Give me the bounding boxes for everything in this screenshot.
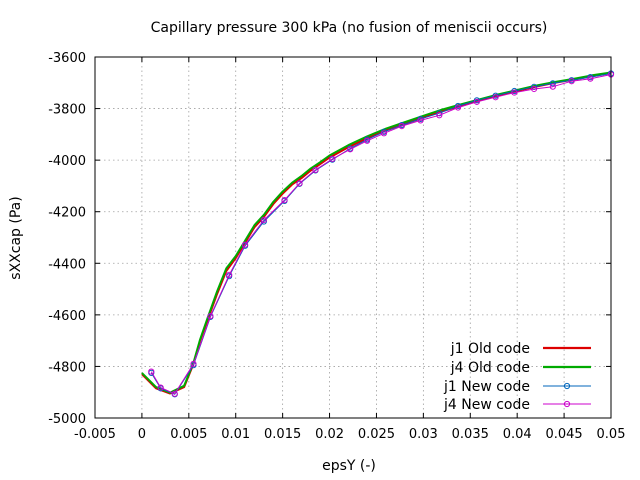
x-tick-label: 0.015 [264, 427, 301, 442]
data-point-j4-new-code [417, 117, 424, 124]
plot-frame [94, 56, 612, 419]
y-tick-label: -4200 [48, 206, 86, 221]
y-tick-label: -3600 [48, 51, 86, 66]
y-tick-label: -4800 [48, 360, 86, 375]
data-point-j4-new-code [587, 75, 594, 82]
data-point-j4-new-code [454, 104, 462, 111]
legend-label: j4 Old code [450, 360, 530, 376]
data-point-j4-new-code [148, 368, 155, 375]
legend-label: j4 New code [443, 397, 530, 413]
data-point-j4-new-code [296, 180, 303, 187]
data-point-j4-new-code [226, 271, 233, 278]
y-tick-label: -4000 [48, 154, 86, 169]
y-tick-label: -3800 [48, 103, 86, 118]
x-tick-label: 0.005 [170, 427, 207, 442]
series-line-j1-new-code [150, 73, 612, 395]
data-point-j4-new-code [207, 313, 214, 320]
y-tick-label: -5000 [48, 412, 86, 427]
series-group [141, 70, 615, 398]
data-point-j4-new-code [260, 216, 267, 224]
data-point-j4-new-code [281, 197, 288, 204]
legend-label: j1 New code [443, 379, 530, 395]
data-point-j4-new-code [436, 112, 443, 119]
x-tick-label: 0.04 [503, 427, 532, 442]
data-point-j4-new-code [363, 137, 371, 144]
data-point-j4-new-code [190, 360, 197, 367]
y-axis-title: sXXcap (Pa) [8, 196, 24, 279]
x-tick-label: -0.005 [74, 427, 116, 442]
data-point-j4-new-code [380, 130, 388, 137]
data-point-j4-new-code [242, 241, 249, 248]
data-point-j4-new-code [530, 85, 538, 93]
data-point-j4-new-code [511, 89, 518, 96]
legend: j1 Old code j4 Old code j1 New code j4 New … [443, 341, 591, 413]
x-tick-label: 0 [138, 427, 146, 442]
series-line-j4-new-code [150, 74, 612, 395]
x-tick-label: 0.035 [452, 427, 489, 442]
data-point-j4-new-code [473, 98, 480, 105]
y-tick-label: -4600 [48, 309, 86, 324]
x-tick-label: 0.025 [358, 427, 395, 442]
data-point-j1-new-code [549, 80, 556, 87]
data-point-j4-new-code [398, 123, 405, 130]
data-point-j4-new-code [549, 83, 556, 90]
y-tick-label: -4400 [48, 257, 86, 272]
data-point-j4-new-code [171, 390, 178, 397]
data-point-j4-new-code [157, 384, 164, 391]
data-point-j4-new-code [568, 78, 575, 85]
legend-label: j1 Old code [450, 341, 530, 357]
data-point-j4-new-code [312, 166, 319, 174]
x-tick-label: 0.03 [409, 427, 438, 442]
data-point-j4-new-code [347, 146, 354, 153]
x-tick-label: 0.01 [221, 427, 250, 442]
data-point-j4-new-code [492, 94, 499, 101]
data-point-j4-new-code [329, 155, 336, 162]
x-tick-label: 0.02 [315, 427, 344, 442]
x-axis-title: epsY (-) [322, 458, 376, 474]
axis-ticks: -0.005 0 0.005 0.01 0.015 0.02 0.025 0.03 0.035 0… [48, 51, 625, 442]
chart-title: Capillary pressure 300 kPa (no fusion of… [151, 20, 548, 36]
x-tick-label: 0.045 [545, 427, 582, 442]
grid [95, 57, 611, 418]
legend-marker [563, 400, 571, 408]
legend-marker [563, 382, 571, 390]
x-tick-label: 0.05 [597, 427, 626, 442]
